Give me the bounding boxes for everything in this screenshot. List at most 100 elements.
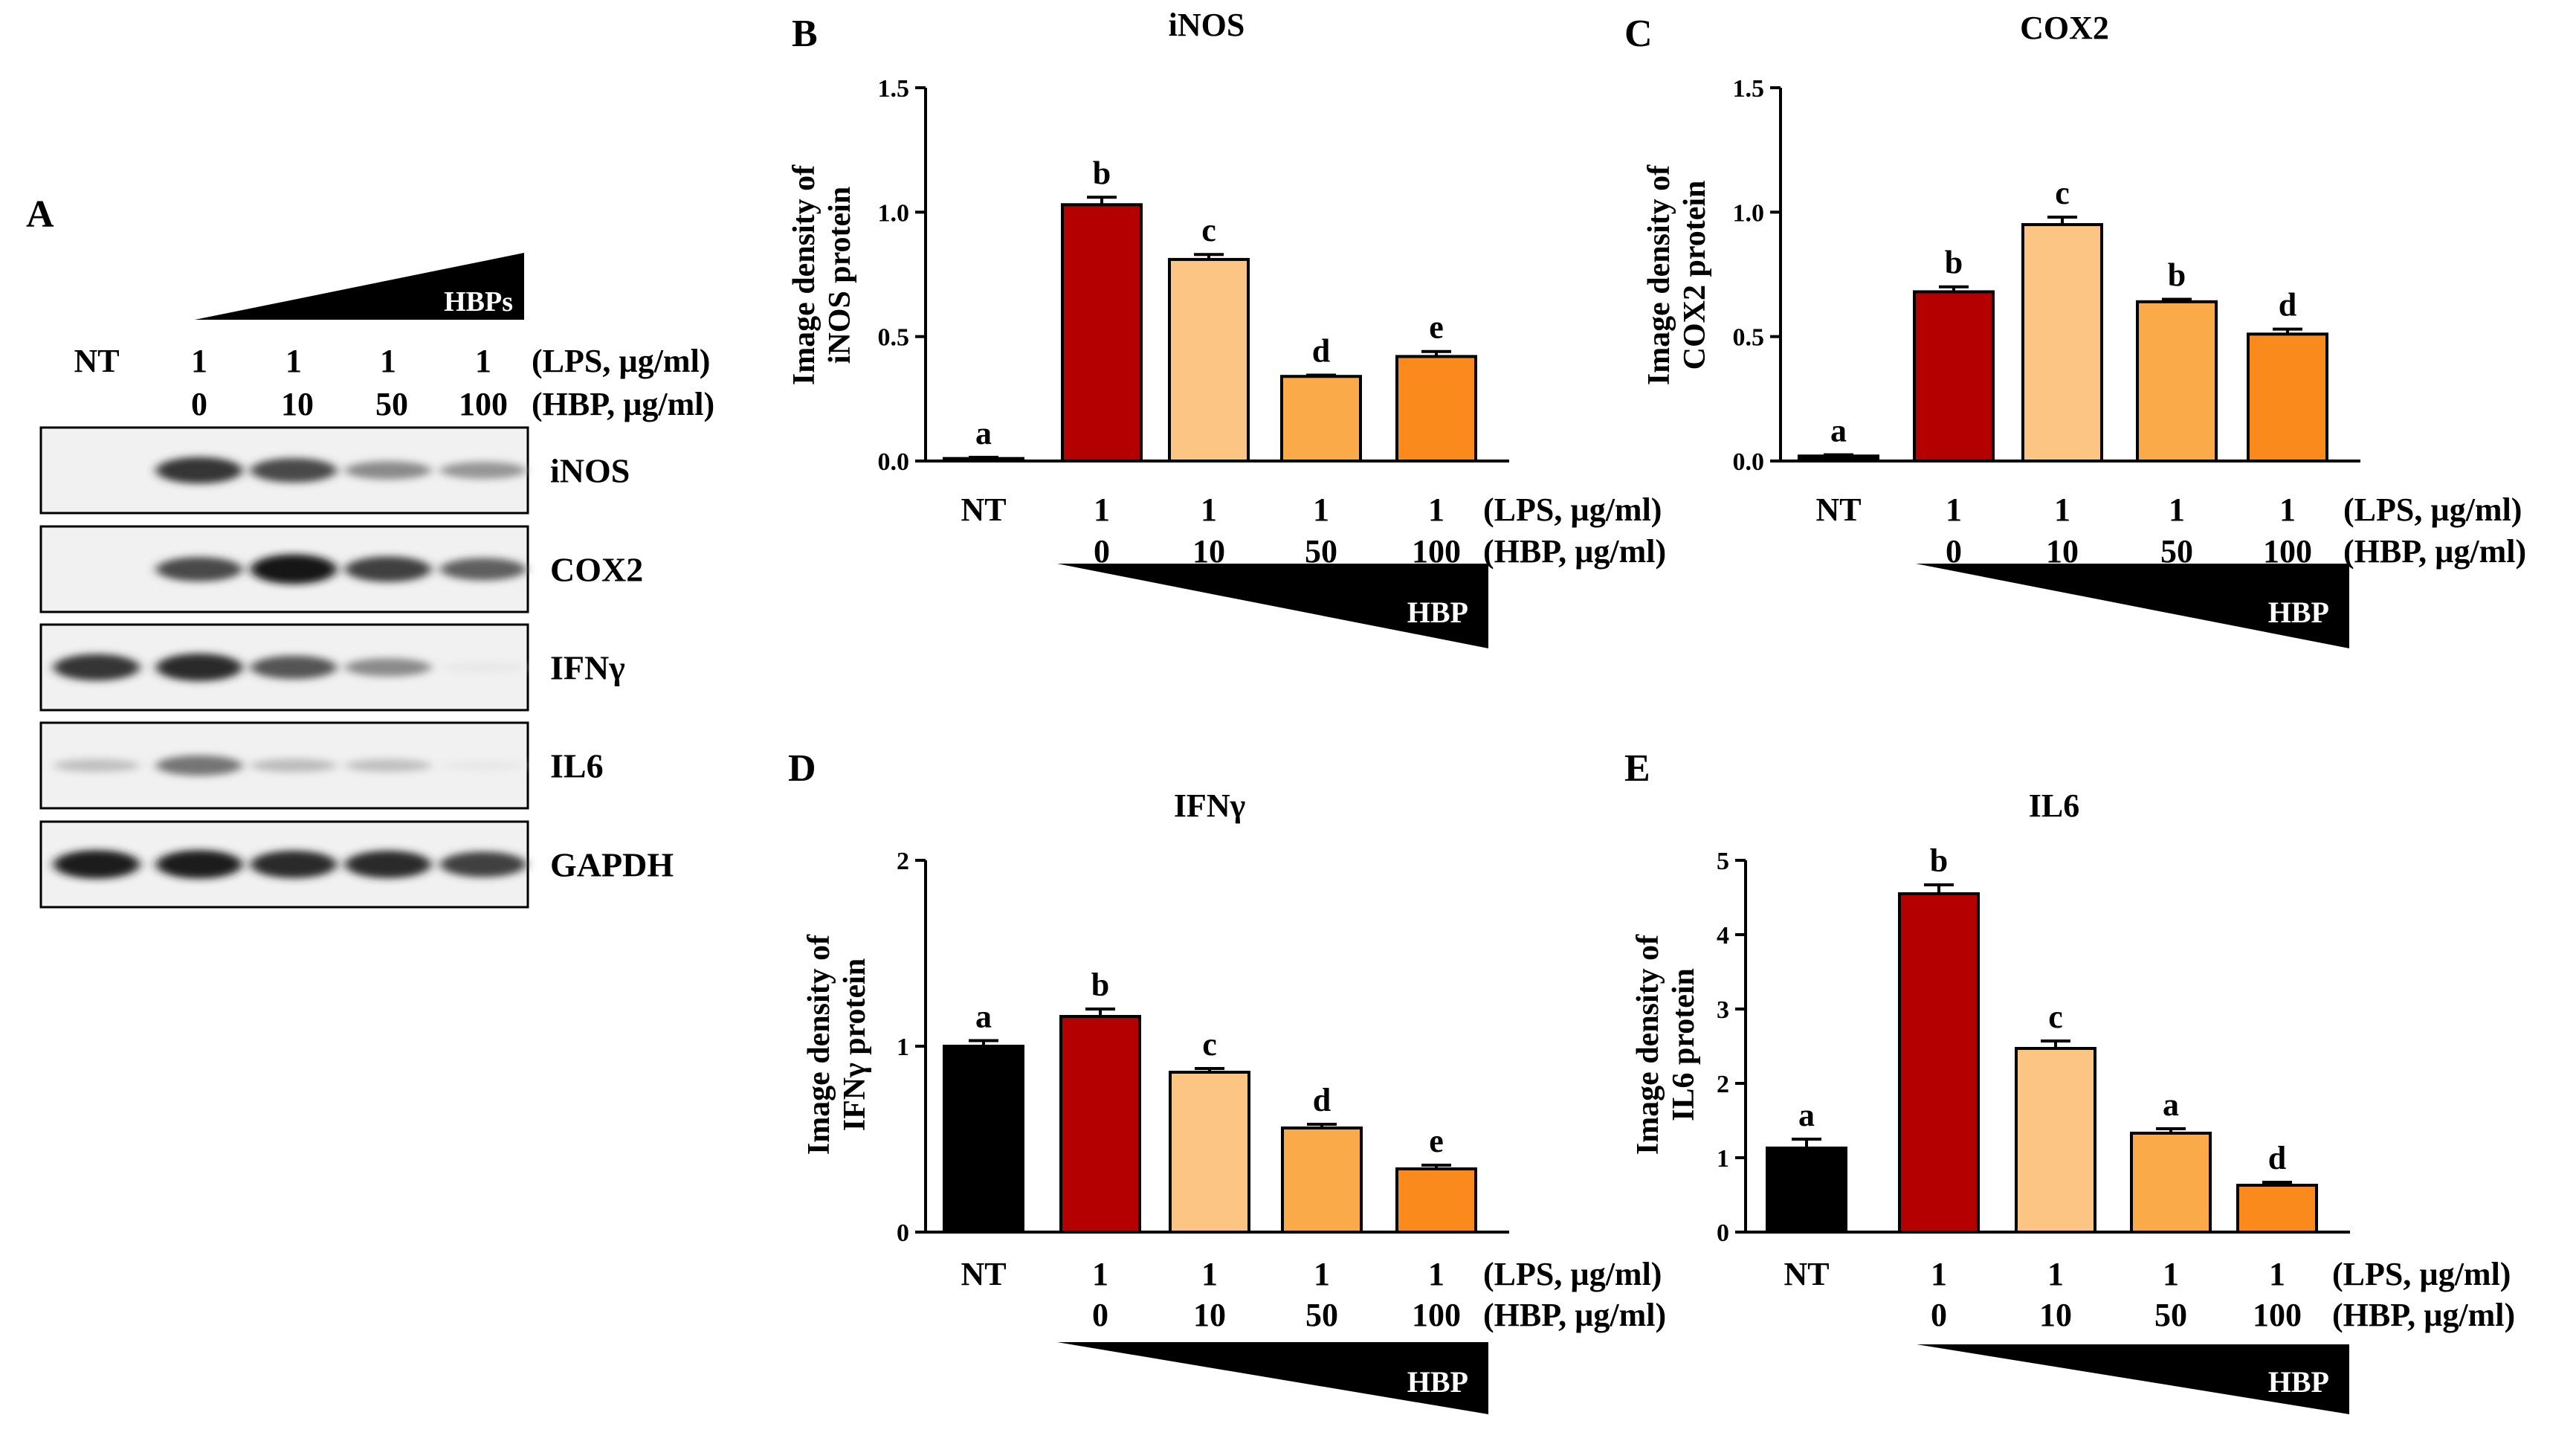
bar bbox=[1798, 454, 1879, 462]
panel-letter: E bbox=[1624, 747, 1650, 790]
y-tick-label: 1.0 bbox=[878, 199, 910, 227]
y-tick-label: 1 bbox=[1717, 1145, 1729, 1173]
y-axis-label-line: Image density of bbox=[1642, 164, 1676, 385]
category-hbp-label: 0 bbox=[1092, 1297, 1108, 1333]
y-axis-label-line: COX2 protein bbox=[1678, 181, 1712, 370]
bar bbox=[1395, 355, 1477, 462]
lps-unit-label: (LPS, µg/ml) bbox=[1483, 491, 1662, 528]
blot-band bbox=[54, 758, 140, 773]
bar bbox=[1898, 892, 1980, 1234]
category-lps-label: 1 bbox=[2269, 1256, 2285, 1292]
category-lps-label: 1 bbox=[1314, 1256, 1330, 1292]
y-axis-label-line: Image density of bbox=[802, 934, 836, 1155]
bar bbox=[2021, 223, 2103, 462]
y-axis-label-line: Image density of bbox=[787, 164, 821, 385]
y-axis-label-line: Image density of bbox=[1631, 934, 1665, 1155]
y-axis-label: Image density ofIFNγ protein bbox=[802, 934, 872, 1155]
chart-title: IL6 bbox=[2029, 787, 2079, 824]
blot-band bbox=[345, 850, 431, 879]
blot-band bbox=[251, 850, 337, 879]
blot-band bbox=[345, 461, 431, 480]
blot-band bbox=[251, 554, 337, 584]
hbp-gradient-wedge bbox=[1057, 564, 1488, 648]
y-tick-label: 1.5 bbox=[878, 75, 910, 103]
blot-band bbox=[156, 755, 242, 776]
blot-protein-label: IL6 bbox=[550, 747, 604, 785]
y-axis-label: Image density ofiNOS protein bbox=[787, 164, 857, 385]
y-tick-label: 0 bbox=[1717, 1219, 1729, 1247]
hbp-unit-label: (HBP, µg/ml) bbox=[1483, 1297, 1666, 1333]
bar bbox=[1168, 257, 1250, 462]
hbp-gradient-wedge bbox=[1917, 1344, 2349, 1414]
bar bbox=[943, 1045, 1024, 1234]
blot-band bbox=[440, 761, 526, 770]
y-tick-label: 2 bbox=[1717, 1071, 1729, 1098]
significance-letter: c bbox=[1201, 212, 1216, 248]
lps-unit-label: (LPS, µg/ml) bbox=[2332, 1256, 2511, 1292]
lps-unit-label: (LPS, µg/ml) bbox=[1483, 1256, 1662, 1292]
lane-lps-label: 1 bbox=[475, 343, 491, 379]
y-tick-label: 3 bbox=[1717, 996, 1729, 1024]
bar bbox=[2136, 300, 2218, 462]
blot-strip: GAPDH bbox=[39, 820, 674, 909]
blot-strip: COX2 bbox=[39, 525, 643, 613]
category-lps-label: 1 bbox=[1931, 1256, 1947, 1292]
significance-letter: d bbox=[1313, 1082, 1331, 1118]
panel-letter: C bbox=[1624, 13, 1653, 55]
blot-band bbox=[251, 655, 337, 680]
hbp-unit-label: (HBP, µg/ml) bbox=[532, 386, 714, 422]
category-lps-label: 1 bbox=[1094, 491, 1110, 528]
category-lps-label: NT bbox=[1783, 1256, 1829, 1292]
panel-letter: D bbox=[788, 747, 816, 790]
hbp-gradient-label: HBP bbox=[2268, 596, 2329, 629]
significance-letter: a bbox=[1798, 1097, 1815, 1133]
category-hbp-label: 10 bbox=[1193, 1297, 1226, 1333]
y-axis-label-line: iNOS protein bbox=[823, 187, 857, 364]
significance-letter: b bbox=[2168, 257, 2186, 293]
hbp-gradient-label: HBP bbox=[1407, 596, 1468, 629]
bar bbox=[1766, 1147, 1847, 1234]
lane-hbp-label: 50 bbox=[375, 386, 408, 422]
y-tick-label: 5 bbox=[1717, 848, 1729, 875]
y-axis-label: Image density ofCOX2 protein bbox=[1642, 164, 1712, 385]
category-hbp-label: 50 bbox=[1305, 1297, 1338, 1333]
significance-letter: a bbox=[2163, 1086, 2179, 1123]
panel-a-western-blot: A HBPs NT 1 1 1 1 0 10 50 100 (LPS, µg/m… bbox=[26, 193, 714, 909]
panel-e-il6-chart: E IL6 Image density ofIL6 protein 0 1 2 3 4 5 a NT… bbox=[1624, 747, 2515, 1414]
category-hbp-label: 50 bbox=[2154, 1297, 2187, 1333]
category-lps-label: 1 bbox=[1428, 1256, 1444, 1292]
lane-lps-label: 1 bbox=[285, 343, 302, 379]
lane-lps-label: 1 bbox=[191, 343, 207, 379]
significance-letter: a bbox=[975, 999, 992, 1035]
blot-band bbox=[440, 851, 526, 877]
category-lps-label: 1 bbox=[1946, 491, 1962, 528]
category-hbp-label: 50 bbox=[2160, 533, 2193, 570]
blot-band bbox=[54, 850, 140, 879]
chart-title: COX2 bbox=[2020, 10, 2109, 46]
blot-band bbox=[156, 653, 242, 682]
hbp-gradient-label: HBP bbox=[2268, 1365, 2329, 1399]
chart-title: iNOS bbox=[1169, 7, 1245, 43]
significance-letter: b bbox=[1093, 155, 1111, 191]
y-axis-label-line: IFNγ protein bbox=[838, 958, 872, 1131]
panel-letter: B bbox=[792, 13, 818, 55]
hbps-gradient-wedge bbox=[195, 253, 524, 320]
blot-band bbox=[440, 663, 526, 672]
blot-protein-label: IFNγ bbox=[550, 649, 625, 687]
significance-letter: c bbox=[2055, 175, 2070, 211]
y-tick-label: 1 bbox=[897, 1034, 909, 1061]
y-tick-label: 1.0 bbox=[1733, 199, 1765, 227]
hbp-unit-label: (HBP, µg/ml) bbox=[1483, 533, 1666, 570]
hbp-gradient-label: HBP bbox=[1407, 1365, 1468, 1399]
category-lps-label: 1 bbox=[2163, 1256, 2179, 1292]
lane-hbp-label: 100 bbox=[459, 386, 508, 422]
bar bbox=[1169, 1071, 1250, 1234]
blot-protein-label: iNOS bbox=[550, 452, 630, 490]
significance-letter: b bbox=[1930, 842, 1948, 879]
blot-band bbox=[251, 758, 337, 773]
blot-band bbox=[345, 658, 431, 677]
y-axis-label: Image density ofIL6 protein bbox=[1631, 934, 1701, 1155]
significance-letter: d bbox=[2268, 1140, 2286, 1176]
category-hbp-label: 100 bbox=[1412, 533, 1461, 570]
